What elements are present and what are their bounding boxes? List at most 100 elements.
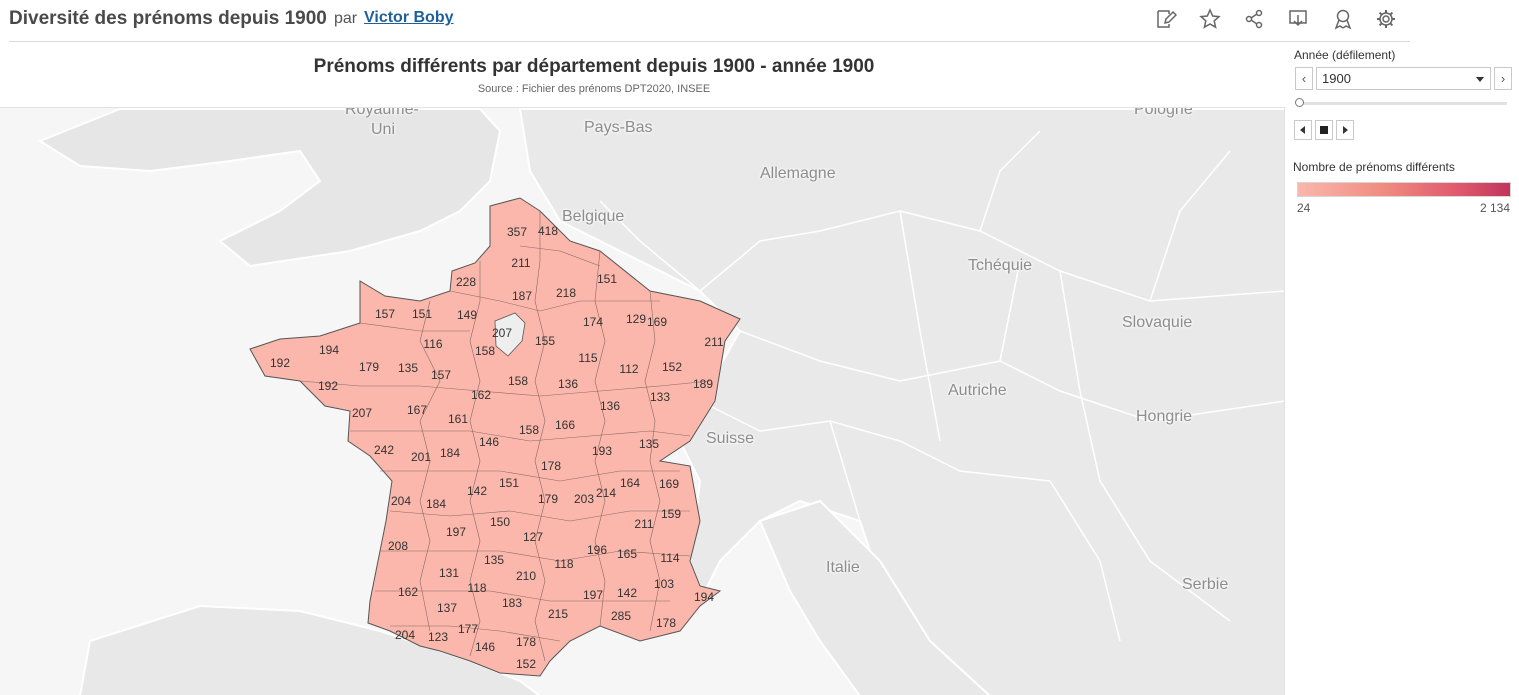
department-value[interactable]: 150	[489, 515, 511, 529]
department-value[interactable]: 197	[582, 588, 604, 602]
department-value[interactable]: 152	[515, 657, 537, 671]
department-value[interactable]: 193	[591, 444, 613, 458]
department-value[interactable]: 136	[557, 377, 579, 391]
department-value[interactable]: 203	[573, 492, 595, 506]
share-icon[interactable]	[1243, 8, 1265, 30]
department-value[interactable]: 112	[619, 362, 639, 376]
department-value[interactable]: 285	[610, 609, 632, 623]
department-value[interactable]: 204	[394, 628, 416, 642]
department-value[interactable]: 152	[661, 360, 683, 374]
department-value[interactable]: 162	[470, 388, 492, 402]
department-value[interactable]: 201	[410, 450, 432, 464]
department-value[interactable]: 187	[511, 289, 533, 303]
step-back-button[interactable]	[1294, 120, 1312, 140]
department-value[interactable]: 183	[501, 596, 523, 610]
department-value[interactable]: 159	[660, 507, 682, 521]
play-button[interactable]	[1336, 120, 1354, 140]
edit-icon[interactable]	[1155, 8, 1178, 30]
year-slider-track[interactable]	[1300, 102, 1507, 105]
department-value[interactable]: 165	[616, 547, 638, 561]
badge-icon[interactable]	[1332, 8, 1354, 30]
department-value[interactable]: 167	[406, 403, 428, 417]
department-value[interactable]: 135	[638, 437, 660, 451]
department-value[interactable]: 118	[467, 581, 487, 595]
star-icon[interactable]	[1199, 8, 1221, 30]
map-view[interactable]: Royaume- Uni Pays-Bas Allemagne Belgique Tché…	[0, 107, 1285, 695]
department-value[interactable]: 164	[619, 476, 641, 490]
department-value[interactable]: 207	[491, 326, 513, 340]
department-value[interactable]: 146	[478, 435, 500, 449]
department-value[interactable]: 192	[269, 356, 291, 370]
department-value[interactable]: 178	[655, 616, 677, 630]
department-value[interactable]: 194	[693, 590, 715, 604]
department-value[interactable]: 161	[447, 412, 469, 426]
department-value[interactable]: 151	[498, 476, 520, 490]
department-value[interactable]: 157	[374, 307, 396, 321]
gear-icon[interactable]	[1375, 8, 1397, 30]
department-value[interactable]: 197	[445, 525, 467, 539]
department-value[interactable]: 192	[317, 379, 339, 393]
department-value[interactable]: 151	[596, 272, 618, 286]
department-value[interactable]: 114	[660, 551, 680, 565]
department-value[interactable]: 169	[658, 477, 680, 491]
department-value[interactable]: 129	[625, 312, 647, 326]
department-value[interactable]: 158	[474, 344, 496, 358]
department-value[interactable]: 131	[438, 566, 460, 580]
department-value[interactable]: 194	[318, 343, 340, 357]
department-value[interactable]: 207	[351, 406, 373, 420]
department-value[interactable]: 146	[474, 640, 496, 654]
stop-button[interactable]	[1315, 120, 1333, 140]
department-value[interactable]: 123	[427, 630, 449, 644]
department-value[interactable]: 162	[397, 585, 419, 599]
department-value[interactable]: 158	[507, 374, 529, 388]
year-slider-handle[interactable]	[1295, 98, 1304, 107]
department-value[interactable]: 210	[515, 569, 537, 583]
department-value[interactable]: 157	[430, 368, 452, 382]
department-value[interactable]: 149	[456, 308, 478, 322]
department-value[interactable]: 215	[547, 607, 569, 621]
department-value[interactable]: 196	[586, 543, 608, 557]
department-value[interactable]: 103	[653, 577, 675, 591]
department-value[interactable]: 136	[599, 399, 621, 413]
author-link[interactable]: Victor Boby	[364, 9, 454, 26]
department-value[interactable]: 211	[704, 335, 724, 349]
prev-year-button[interactable]: ‹	[1295, 67, 1313, 90]
department-value[interactable]: 155	[534, 334, 556, 348]
department-value[interactable]: 169	[646, 315, 668, 329]
department-value[interactable]: 179	[358, 360, 380, 374]
department-value[interactable]: 142	[616, 586, 638, 600]
department-value[interactable]: 158	[518, 423, 540, 437]
download-icon[interactable]	[1287, 8, 1309, 30]
department-value[interactable]: 142	[466, 484, 488, 498]
next-year-button[interactable]: ›	[1494, 67, 1512, 90]
department-value[interactable]: 137	[436, 601, 458, 615]
department-value[interactable]: 218	[555, 286, 577, 300]
department-value[interactable]: 127	[522, 530, 544, 544]
department-value[interactable]: 211	[634, 517, 654, 531]
department-value[interactable]: 184	[439, 446, 461, 460]
department-value[interactable]: 151	[411, 307, 433, 321]
department-value[interactable]: 135	[397, 361, 419, 375]
department-value[interactable]: 174	[582, 315, 604, 329]
year-select[interactable]: 1900	[1316, 67, 1491, 90]
department-value[interactable]: 418	[537, 224, 559, 238]
department-value[interactable]: 166	[554, 418, 576, 432]
department-value[interactable]: 178	[515, 635, 537, 649]
department-value[interactable]: 214	[595, 486, 617, 500]
department-value[interactable]: 135	[483, 553, 505, 567]
department-value[interactable]: 115	[578, 351, 598, 365]
department-value[interactable]: 133	[649, 390, 671, 404]
department-value[interactable]: 242	[373, 443, 395, 457]
department-value[interactable]: 184	[425, 497, 447, 511]
department-value[interactable]: 178	[540, 459, 562, 473]
department-value[interactable]: 189	[692, 377, 714, 391]
department-value[interactable]: 357	[506, 225, 528, 239]
department-value[interactable]: 116	[423, 337, 443, 351]
department-value[interactable]: 211	[511, 256, 531, 270]
department-value[interactable]: 177	[457, 622, 479, 636]
department-value[interactable]: 179	[537, 492, 559, 506]
department-value[interactable]: 118	[554, 557, 574, 571]
department-value[interactable]: 228	[455, 275, 477, 289]
department-value[interactable]: 208	[387, 539, 409, 553]
department-value[interactable]: 204	[390, 494, 412, 508]
